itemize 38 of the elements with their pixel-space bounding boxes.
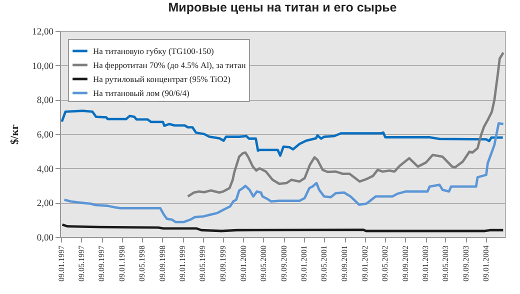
- y-tick-label: 6,00: [36, 130, 54, 140]
- y-tick-label: 10,00: [32, 62, 54, 72]
- x-tick-label: 09.09.2002: [400, 246, 410, 282]
- x-tick-label: 09.01.2004: [482, 246, 491, 282]
- line-series: [60, 110, 504, 157]
- y-tick-label: 8,00: [36, 96, 54, 106]
- x-tick-label: 09.01.1998: [118, 246, 127, 282]
- x-tick-label: 09.01.1999: [178, 246, 188, 282]
- legend-label: На рутиловый концентрат (95% TiO2): [93, 74, 231, 84]
- x-tick-label: 09.09.2001: [340, 246, 350, 282]
- x-tick-label: 09.05.1997: [76, 246, 86, 282]
- y-tick-label: 2,00: [36, 199, 54, 210]
- y-axis-title: $/кг: [9, 124, 22, 144]
- y-tick-label: 0,00: [36, 234, 54, 244]
- x-tick-label: 09.05.2002: [380, 246, 390, 282]
- chart-title: Мировые цены на титан и его сырье: [168, 0, 397, 14]
- x-tick-label: 09.05.2001: [320, 246, 329, 282]
- x-tick-label: 09.05.2000: [258, 246, 268, 282]
- line-series: [61, 223, 504, 232]
- y-tick-label: 12,00: [32, 28, 54, 38]
- x-tick-label: 09.01.2003: [421, 246, 430, 282]
- x-tick-label: 09.01.2001: [300, 246, 309, 282]
- x-tick-label: 09.01.2000: [238, 246, 248, 282]
- x-tick-label: 09.09.1999: [218, 246, 228, 282]
- legend-label: На ферротитан 70% (до 4.5% Al), за титан: [93, 60, 246, 70]
- x-tick-label: 09.01.1997: [56, 246, 66, 282]
- y-tick-label: 4,00: [36, 164, 54, 175]
- x-tick-label: 09.05.1998: [137, 246, 146, 282]
- x-tick-label: 09.05.2003: [440, 246, 450, 282]
- x-tick-label: 09.09.1997: [97, 246, 106, 282]
- legend-label: На титановую губку (TG100-150): [93, 46, 214, 56]
- x-tick-label: 09.09.2000: [279, 246, 288, 282]
- x-tick-label: 09.05.1999: [198, 246, 208, 282]
- line-series: [63, 122, 505, 224]
- legend-label: На титановый лом (90/6/4): [93, 88, 190, 98]
- x-tick-label: 09.09.1998: [158, 246, 167, 282]
- x-tick-label: 09.09.2003: [461, 246, 470, 282]
- x-tick-label: 09.01.2002: [360, 246, 370, 282]
